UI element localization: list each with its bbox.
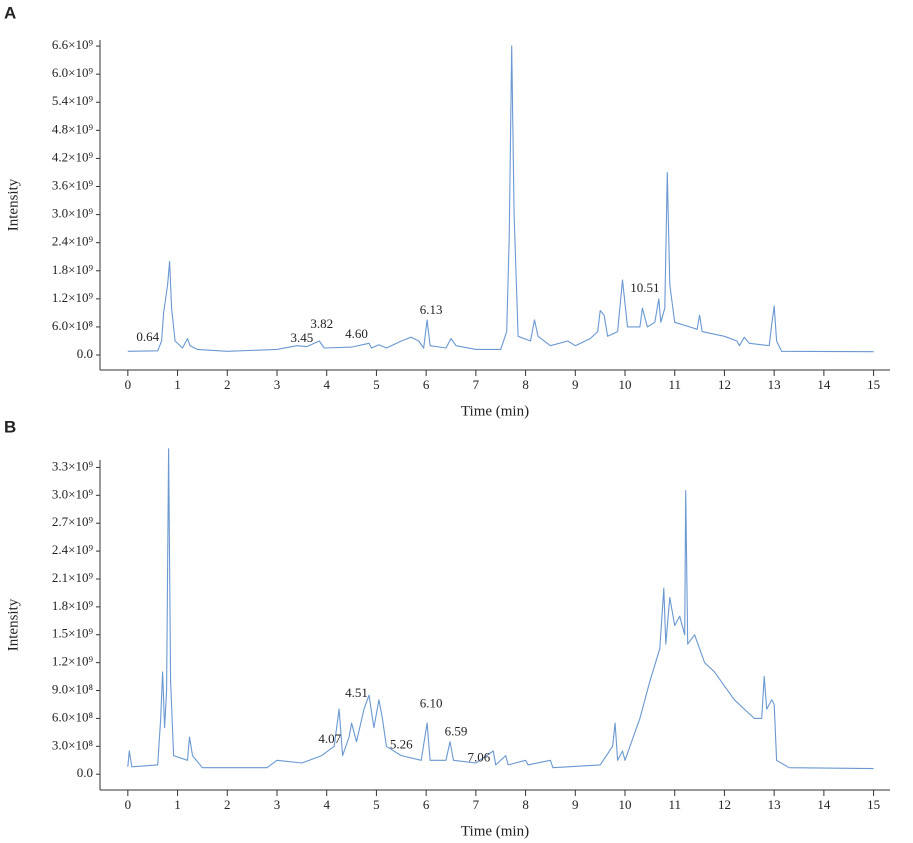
x-tick-label: 5 (373, 797, 380, 812)
x-tick-label: 1 (174, 377, 181, 392)
panel-label: B (4, 417, 16, 436)
peak-label: 4.51 (345, 685, 368, 700)
y-axis-title: Intensity (5, 178, 21, 231)
x-axis-title: Time (min) (461, 403, 529, 419)
y-tick-label: 1.2×10⁹ (52, 654, 94, 669)
y-tick-label: 5.4×10⁹ (52, 93, 94, 108)
x-tick-label: 10 (619, 797, 632, 812)
x-tick-label: 15 (867, 797, 880, 812)
y-tick-label: 1.2×10⁹ (52, 290, 94, 305)
peak-label: 6.59 (445, 723, 468, 738)
y-tick-label: 1.8×10⁹ (52, 598, 94, 613)
x-tick-label: 0 (125, 797, 132, 812)
x-tick-label: 9 (572, 797, 579, 812)
y-tick-label: 3.0×10⁹ (52, 206, 94, 221)
x-tick-label: 4 (323, 377, 330, 392)
chromatogram-line (127, 448, 874, 770)
y-tick-label: 6.0×10⁸ (52, 318, 94, 333)
chromatogram-line (127, 45, 874, 353)
y-tick-label: 6.0×10⁹ (52, 65, 94, 80)
x-axis-title: Time (min) (461, 823, 529, 839)
peak-label: 4.07 (318, 731, 341, 746)
y-tick-label: 6.6×10⁹ (52, 37, 94, 52)
y-tick-label: 9.0×10⁸ (52, 682, 94, 697)
y-tick-label: 2.4×10⁹ (52, 234, 94, 249)
peak-label: 4.60 (345, 326, 368, 341)
peak-label: 10.51 (630, 280, 659, 295)
y-tick-label: 2.4×10⁹ (52, 542, 94, 557)
peak-label: 6.10 (420, 695, 443, 710)
y-tick-label: 2.1×10⁹ (52, 570, 94, 585)
x-tick-label: 8 (522, 377, 529, 392)
peak-label: 5.26 (390, 736, 413, 751)
y-axis-title: Intensity (5, 598, 21, 651)
peak-label: 7.06 (467, 749, 490, 764)
x-tick-label: 14 (817, 797, 831, 812)
x-tick-label: 5 (373, 377, 380, 392)
x-tick-label: 11 (668, 797, 681, 812)
y-tick-label: 6.0×10⁸ (52, 709, 94, 724)
x-tick-label: 15 (867, 377, 880, 392)
y-tick-label: 3.3×10⁹ (52, 458, 94, 473)
y-tick-label: 4.2×10⁹ (52, 149, 94, 164)
x-tick-label: 12 (718, 797, 731, 812)
x-tick-label: 3 (274, 797, 281, 812)
x-tick-label: 14 (817, 377, 831, 392)
peak-label: 0.64 (136, 329, 159, 344)
x-tick-label: 8 (522, 797, 529, 812)
y-tick-label: 3.0×10⁹ (52, 486, 94, 501)
y-tick-label: 1.5×10⁹ (52, 626, 94, 641)
x-tick-label: 1 (174, 797, 181, 812)
x-tick-label: 0 (125, 377, 132, 392)
x-tick-label: 6 (423, 797, 430, 812)
x-tick-label: 12 (718, 377, 731, 392)
x-tick-label: 2 (224, 377, 231, 392)
x-tick-label: 3 (274, 377, 281, 392)
y-tick-label: 3.0×10⁸ (52, 737, 94, 752)
y-tick-label: 3.6×10⁹ (52, 177, 94, 192)
y-tick-label: 2.7×10⁹ (52, 514, 94, 529)
x-tick-label: 6 (423, 377, 430, 392)
y-tick-label: 4.8×10⁹ (52, 121, 94, 136)
peak-label: 3.82 (310, 316, 333, 331)
panel-label: A (4, 3, 16, 22)
x-tick-label: 2 (224, 797, 231, 812)
y-tick-label: 0.0 (77, 765, 93, 780)
x-tick-label: 11 (668, 377, 681, 392)
peak-label: 3.45 (290, 330, 313, 345)
x-tick-label: 9 (572, 377, 579, 392)
peak-label: 6.13 (420, 302, 443, 317)
x-tick-label: 7 (473, 797, 480, 812)
x-tick-label: 10 (619, 377, 632, 392)
y-tick-label: 1.8×10⁹ (52, 262, 94, 277)
x-tick-label: 13 (768, 797, 781, 812)
x-tick-label: 13 (768, 377, 781, 392)
x-tick-label: 4 (323, 797, 330, 812)
y-tick-label: 0.0 (77, 346, 93, 361)
x-tick-label: 7 (473, 377, 480, 392)
